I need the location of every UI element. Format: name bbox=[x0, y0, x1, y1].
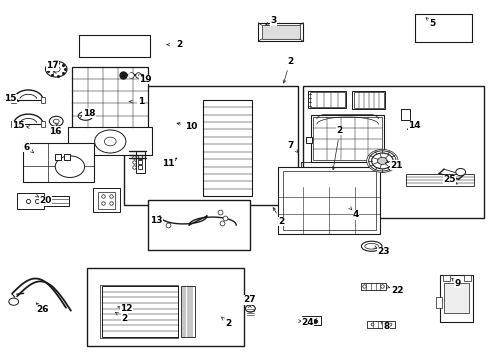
Bar bbox=[23, 143, 94, 182]
Bar bbox=[11, 97, 16, 103]
Ellipse shape bbox=[364, 243, 378, 249]
Bar bbox=[102, 286, 177, 337]
Text: 24: 24 bbox=[301, 318, 313, 327]
Text: 2: 2 bbox=[225, 319, 231, 328]
Text: 18: 18 bbox=[82, 109, 95, 117]
Circle shape bbox=[94, 130, 125, 153]
Bar bbox=[414, 14, 471, 42]
Bar bbox=[303, 86, 483, 218]
Bar bbox=[93, 188, 120, 212]
Text: 16: 16 bbox=[49, 126, 61, 135]
Text: 15: 15 bbox=[12, 122, 25, 130]
Circle shape bbox=[368, 151, 395, 171]
Text: 3: 3 bbox=[270, 16, 276, 25]
Text: 26: 26 bbox=[36, 305, 49, 314]
Text: 2: 2 bbox=[278, 217, 284, 226]
Bar bbox=[351, 91, 385, 109]
Bar bbox=[302, 316, 320, 325]
Circle shape bbox=[9, 298, 19, 305]
Text: 8: 8 bbox=[383, 322, 388, 331]
Text: 2: 2 bbox=[122, 314, 127, 323]
Ellipse shape bbox=[361, 241, 381, 251]
Circle shape bbox=[55, 156, 84, 177]
Text: 2: 2 bbox=[286, 57, 292, 66]
Text: 15: 15 bbox=[4, 94, 17, 103]
Bar bbox=[439, 275, 472, 322]
Text: 2: 2 bbox=[176, 40, 182, 49]
Bar bbox=[136, 151, 144, 173]
Text: 27: 27 bbox=[243, 295, 256, 304]
Bar bbox=[307, 91, 346, 108]
Bar bbox=[153, 218, 159, 222]
Bar bbox=[366, 321, 394, 328]
Text: 23: 23 bbox=[377, 247, 389, 256]
Text: 6: 6 bbox=[24, 143, 30, 152]
Circle shape bbox=[377, 157, 386, 165]
Bar bbox=[203, 100, 251, 196]
Bar bbox=[360, 283, 386, 290]
Bar bbox=[79, 35, 150, 57]
Bar bbox=[435, 297, 441, 308]
Text: 7: 7 bbox=[287, 141, 294, 150]
Bar bbox=[442, 275, 449, 281]
Bar bbox=[41, 121, 45, 127]
Text: 4: 4 bbox=[352, 210, 359, 219]
Bar bbox=[309, 92, 344, 107]
Circle shape bbox=[52, 66, 60, 72]
Bar bbox=[277, 167, 380, 234]
Circle shape bbox=[455, 168, 465, 176]
Bar bbox=[72, 67, 148, 128]
Bar bbox=[414, 14, 471, 42]
Text: 19: 19 bbox=[139, 75, 152, 84]
Circle shape bbox=[104, 137, 116, 146]
Ellipse shape bbox=[78, 112, 93, 120]
Text: 14: 14 bbox=[407, 121, 420, 130]
Text: 25: 25 bbox=[443, 175, 455, 184]
Text: 13: 13 bbox=[150, 216, 163, 225]
Bar bbox=[17, 193, 44, 209]
Circle shape bbox=[53, 119, 59, 123]
Text: 11: 11 bbox=[162, 158, 175, 167]
Bar bbox=[98, 192, 115, 209]
Bar bbox=[310, 115, 384, 162]
Text: 5: 5 bbox=[428, 18, 434, 27]
Bar bbox=[123, 86, 298, 205]
Bar bbox=[261, 25, 299, 39]
Text: 20: 20 bbox=[39, 197, 52, 205]
Bar bbox=[45, 196, 69, 206]
Bar bbox=[405, 174, 473, 186]
Circle shape bbox=[366, 149, 397, 172]
Bar bbox=[181, 286, 194, 337]
Circle shape bbox=[371, 153, 392, 169]
Text: 12: 12 bbox=[120, 304, 132, 313]
Text: 2: 2 bbox=[336, 126, 342, 135]
Bar bbox=[400, 109, 409, 120]
Bar bbox=[79, 35, 150, 57]
Bar bbox=[313, 117, 381, 160]
Text: 9: 9 bbox=[453, 279, 460, 288]
Text: 22: 22 bbox=[390, 286, 403, 295]
Bar bbox=[87, 268, 243, 346]
Bar bbox=[258, 23, 303, 41]
Text: 1: 1 bbox=[138, 97, 143, 106]
Ellipse shape bbox=[82, 114, 89, 118]
Text: 10: 10 bbox=[185, 122, 198, 131]
Circle shape bbox=[245, 305, 255, 312]
Bar bbox=[353, 92, 383, 108]
Bar bbox=[68, 127, 152, 155]
Bar bbox=[11, 121, 16, 127]
Bar bbox=[100, 285, 177, 338]
Text: 21: 21 bbox=[389, 161, 402, 170]
Bar bbox=[41, 97, 45, 103]
Circle shape bbox=[45, 61, 67, 77]
Bar bbox=[147, 200, 250, 250]
Bar bbox=[443, 283, 468, 313]
Circle shape bbox=[49, 116, 63, 126]
Text: 17: 17 bbox=[46, 61, 59, 71]
Bar bbox=[282, 171, 375, 230]
Bar bbox=[463, 275, 470, 281]
